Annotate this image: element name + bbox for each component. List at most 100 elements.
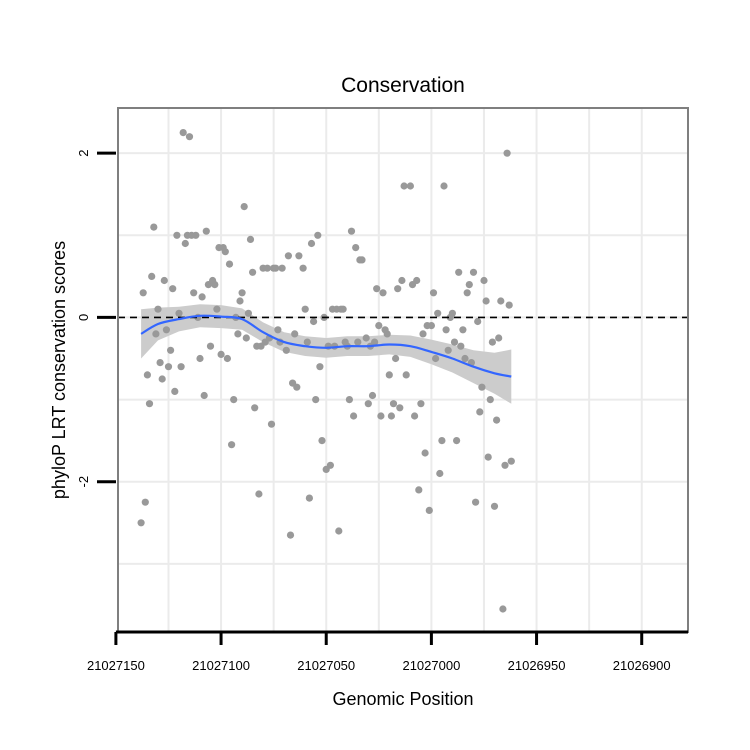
data-point (228, 441, 236, 449)
data-point (474, 317, 482, 326)
data-point (505, 301, 513, 309)
data-point (432, 354, 440, 363)
data-point (406, 182, 414, 190)
data-point (459, 326, 467, 334)
data-point (137, 519, 145, 527)
plot-panel (118, 108, 688, 632)
data-point (301, 305, 309, 313)
chart-title: Conservation (341, 74, 465, 97)
data-point (472, 498, 480, 506)
data-point (192, 231, 200, 239)
smooth-line-layer (140, 314, 512, 378)
data-point (238, 289, 246, 297)
data-point (286, 531, 295, 539)
smooth-line (140, 314, 512, 378)
data-point (476, 408, 484, 416)
data-point (450, 338, 459, 346)
data-point (145, 400, 154, 408)
data-point (236, 297, 244, 305)
y-tick-label: -2 (76, 476, 91, 488)
x-tick-label: 21026950 (508, 658, 566, 673)
data-point (455, 268, 463, 276)
data-point (139, 289, 147, 297)
data-point (211, 281, 219, 289)
data-point (223, 354, 231, 363)
data-point (179, 129, 187, 137)
data-point (465, 281, 473, 289)
data-point (469, 268, 478, 276)
data-point (173, 231, 181, 239)
data-point (162, 326, 170, 334)
data-point (499, 605, 507, 613)
data-point (150, 223, 158, 231)
data-point (148, 272, 156, 280)
data-point (200, 391, 208, 400)
data-point (202, 227, 210, 235)
data-point (206, 342, 215, 350)
confidence-band (141, 304, 512, 404)
data-point (177, 363, 185, 371)
data-point (490, 502, 499, 510)
data-point (392, 354, 400, 363)
data-point (461, 354, 469, 363)
data-point (457, 342, 465, 350)
data-point (402, 371, 410, 379)
data-point (347, 227, 356, 235)
data-point (436, 469, 444, 478)
data-point (371, 338, 379, 346)
data-point (196, 354, 204, 363)
data-point (152, 330, 160, 338)
data-point (419, 330, 427, 338)
data-point (493, 416, 501, 424)
data-point (316, 363, 324, 371)
x-axis: 21027150 21027100 21027050 21027000 21026950… (87, 630, 688, 673)
points-layer (137, 129, 515, 613)
data-point (318, 437, 326, 445)
data-point (267, 420, 276, 428)
data-point (440, 182, 448, 190)
data-point (164, 363, 173, 371)
data-point (312, 396, 320, 404)
data-point (141, 498, 149, 506)
confidence-band-area (141, 304, 512, 404)
data-point (411, 412, 419, 420)
data-point (234, 330, 242, 338)
data-point (503, 149, 511, 157)
data-point (185, 133, 194, 141)
data-point (387, 412, 395, 420)
data-point (486, 396, 494, 404)
data-point (482, 297, 490, 305)
data-point (143, 371, 151, 379)
y-tick-label: 0 (76, 314, 91, 321)
data-point (255, 490, 263, 498)
data-point (240, 203, 248, 211)
data-point (263, 264, 271, 272)
data-point (160, 276, 168, 285)
data-point (478, 383, 486, 391)
data-point (225, 260, 234, 268)
data-point (501, 461, 509, 469)
data-point (448, 309, 456, 317)
data-point (169, 285, 177, 293)
x-tick-label: 21027100 (192, 658, 250, 673)
data-point (453, 437, 461, 445)
data-point (230, 396, 238, 404)
data-point (495, 334, 503, 342)
data-point (421, 449, 429, 457)
data-point (377, 412, 385, 420)
data-point (398, 276, 406, 285)
data-point (335, 527, 343, 535)
data-point (299, 264, 307, 272)
data-point (480, 276, 488, 285)
data-point (272, 264, 280, 272)
x-tick-label: 21027000 (402, 658, 460, 673)
y-axis: 2 0 -2 (76, 150, 116, 488)
data-point (394, 285, 402, 293)
data-point (295, 252, 303, 260)
data-point (303, 338, 311, 346)
data-point (198, 293, 206, 301)
data-point (242, 334, 250, 342)
data-point (354, 338, 362, 346)
data-point (310, 317, 318, 326)
